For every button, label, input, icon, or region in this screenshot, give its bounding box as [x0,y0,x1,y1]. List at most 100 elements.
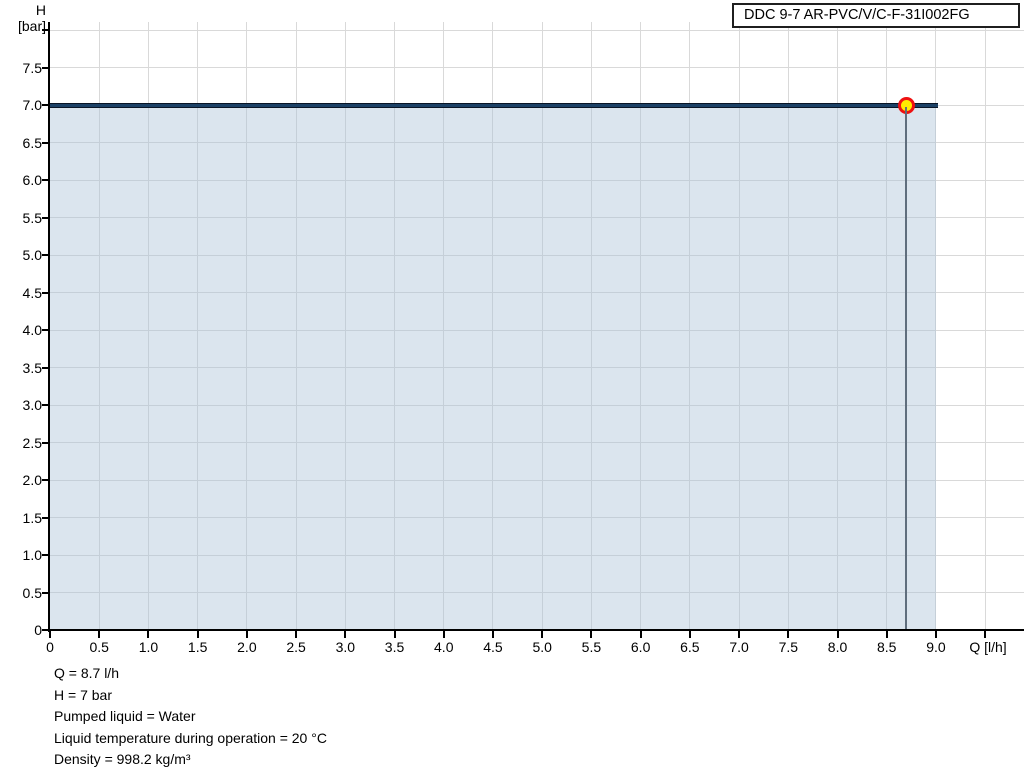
y-tick-label: 4.5 [22,284,42,301]
gridline-vertical [295,22,297,630]
y-tick-mark [42,554,50,556]
gridline-horizontal [48,554,1024,556]
x-tick-label: 4.0 [434,639,454,655]
x-tick-mark [245,631,248,638]
y-tick-mark [42,104,50,106]
y-tick-label: 6.5 [22,134,42,151]
gridline-vertical [984,22,986,630]
y-tick-label: 7.5 [22,59,42,76]
y-tick-label: 2.5 [22,434,42,451]
gridline-horizontal [48,254,1024,256]
gridline-vertical [147,22,149,630]
x-tick-label: 1.5 [187,639,208,655]
gridline-vertical [443,22,445,630]
y-tick-label: 3.5 [22,359,42,376]
legend-pump-model: DDC 9-7 AR-PVC/V/C-F-31I002FG [744,7,970,23]
x-tick-label: 8.0 [827,639,848,655]
x-tick-label: 2.0 [237,639,257,655]
y-tick-mark [42,366,50,369]
x-tick-label: 1.0 [138,639,159,655]
x-tick-label: 3.5 [384,639,405,655]
x-tick-label: 5.0 [532,639,552,655]
y-tick-mark [42,291,50,294]
x-tick-label: 7.0 [729,639,749,655]
y-tick-mark [42,591,50,594]
gridline-vertical [394,22,396,630]
gridline-horizontal [48,517,1024,518]
y-tick-mark [42,141,50,144]
gridline-vertical [541,22,543,630]
y-axis-line [48,22,50,632]
x-tick-mark [442,631,445,638]
gridline-vertical [492,22,494,630]
legend-box: DDC 9-7 AR-PVC/V/C-F-31I002FG [732,3,1020,28]
x-tick-mark [639,631,642,638]
y-tick-mark [42,479,50,481]
gridline-horizontal [48,67,1024,68]
y-tick-label: 3.0 [22,397,42,413]
x-tick-mark [393,631,396,638]
gridline-vertical [590,22,592,630]
y-tick-label: 1.5 [22,509,42,526]
y-tick-mark [42,179,50,181]
x-tick-mark [196,631,199,638]
x-tick-mark [295,631,298,638]
gridline-horizontal [48,179,1024,181]
y-tick-label: 7.0 [22,97,42,113]
y-tick-label: 1.0 [22,547,42,563]
y-tick-mark [42,629,50,631]
gridline-horizontal [48,404,1024,406]
gridline-vertical [98,22,100,630]
y-tick-mark [42,404,50,406]
x-axis-line [48,629,1024,631]
gridline-horizontal [48,217,1024,218]
x-tick-label: 5.5 [581,639,602,655]
annotation-line: H = 7 bar [54,686,112,703]
pump-curve-line [50,103,938,108]
x-tick-mark [934,631,937,638]
y-tick-mark [42,441,50,444]
gridline-horizontal [48,479,1024,481]
y-tick-label: 0 [34,622,42,638]
gridline-horizontal [48,29,1024,31]
x-tick-label: 0.5 [89,639,109,655]
x-tick-label: 9.0 [926,639,946,655]
y-tick-mark [42,216,50,219]
x-tick-label: 6.0 [630,639,651,655]
gridline-vertical [837,22,839,630]
y-tick-label: 4.0 [22,322,42,338]
gridline-horizontal [48,292,1024,293]
x-tick-mark [984,631,987,638]
gridline-horizontal [48,592,1024,593]
y-tick-label: 6.0 [22,172,42,188]
y-axis-label-unit: [bar] [17,18,46,34]
curve-area-fill [50,105,936,630]
y-tick-mark [42,29,50,31]
gridline-horizontal [48,367,1024,368]
x-tick-mark [688,631,691,638]
gridline-vertical [640,22,642,630]
x-tick-label: 8.5 [877,639,897,655]
gridline-vertical [787,22,789,630]
duty-point-annotations: Q = 8.7 l/h H = 7 bar Pumped liquid = Wate… [54,663,327,771]
y-tick-label: 2.0 [22,472,42,488]
x-axis-label: Q [l/h] [969,639,1007,655]
y-tick-mark [42,254,50,256]
x-tick-mark [885,631,888,638]
y-tick-mark [42,516,50,519]
x-tick-label: 3.0 [335,639,356,655]
y-axis-label-symbol: H [35,2,46,18]
x-tick-mark [590,631,593,638]
annotation-line: Pumped liquid = Water [54,708,196,725]
y-tick-mark [42,329,50,331]
x-tick-label: 0 [46,639,54,655]
annotation-line: Liquid temperature during operation = 20… [54,729,327,746]
x-tick-label: 6.5 [680,639,700,655]
y-tick-label: 5.0 [22,247,42,263]
x-tick-mark [49,631,51,638]
x-tick-mark [147,631,150,638]
y-tick-mark [42,66,50,69]
x-tick-mark [344,631,347,638]
gridline-vertical [197,22,199,630]
